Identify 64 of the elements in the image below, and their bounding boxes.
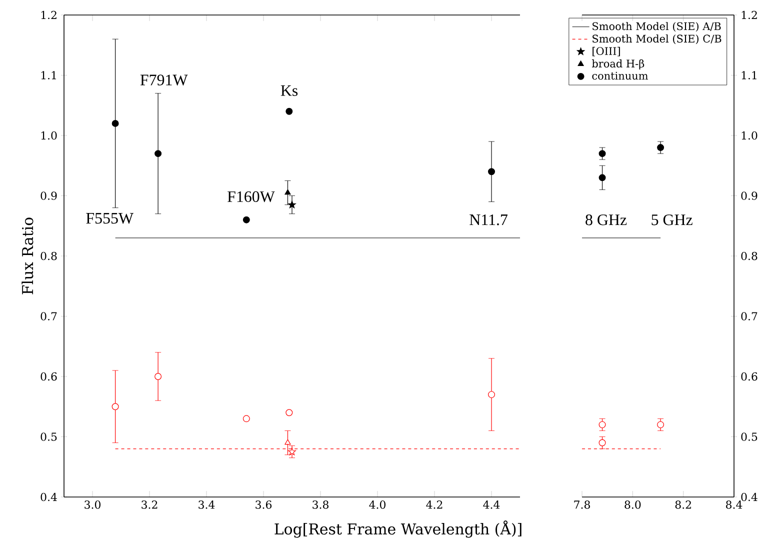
legend-label: broad H-β	[592, 59, 644, 70]
y-tick-label: 0.4	[40, 492, 57, 502]
point	[284, 189, 291, 195]
point	[598, 421, 606, 428]
y-tick-label: 0.5	[40, 432, 57, 441]
y-tick-label: 1.2	[41, 10, 56, 20]
x-tick-label: 4.2	[426, 500, 442, 509]
point	[488, 168, 495, 176]
y-tick-label: 0.7	[741, 312, 758, 320]
y-tick-label: 0.9	[741, 192, 758, 200]
y-tick-label: 1.1	[41, 71, 56, 80]
x-tick-label: 8.0	[624, 500, 641, 509]
y-tick-label: 1.0	[742, 131, 758, 140]
y-tick-label: 0.9	[40, 192, 57, 200]
y-tick-label: 0.8	[40, 252, 57, 260]
x-tick-label: 7.8	[574, 500, 590, 509]
x-tick-label: 3.8	[312, 500, 328, 509]
point	[598, 439, 606, 446]
x-tick-label: 8.4	[726, 500, 742, 509]
point	[598, 174, 606, 182]
y-tick-label: 1.2	[742, 10, 757, 20]
x-tick-label: 8.2	[675, 500, 691, 509]
point	[288, 448, 296, 456]
x-tick-label: 3.4	[198, 500, 215, 509]
x-tick-label: 3.2	[142, 500, 158, 509]
point	[154, 372, 162, 380]
point	[112, 120, 119, 127]
annotation: 5 GHz	[652, 214, 692, 226]
y-tick-label: 0.7	[40, 312, 57, 320]
point	[657, 144, 664, 152]
y-axis-title: Flux Ratio	[22, 218, 34, 294]
legend-label: Smooth Model (SIE) C/B	[592, 34, 722, 44]
y-tick-label: 0.8	[741, 252, 758, 260]
point	[488, 391, 495, 398]
x-tick-label: 4.4	[483, 500, 500, 509]
y-tick-label: 0.6	[40, 372, 57, 381]
annotation: N11.7	[470, 214, 508, 226]
x-tick-label: 4.0	[369, 500, 386, 509]
point	[242, 415, 250, 422]
legend-label: continuum	[592, 72, 648, 80]
x-axis-title: Log[Rest Frame Wavelength (Å)]	[274, 520, 522, 538]
y-tick-label: 1.1	[742, 71, 756, 80]
y-tick-label: 0.4	[741, 492, 758, 502]
point	[288, 200, 296, 208]
y-tick-label: 1.0	[41, 131, 57, 140]
point	[242, 216, 250, 224]
point	[112, 403, 119, 410]
annotation: 8 GHz	[586, 214, 627, 226]
x-tick-label: 3.6	[256, 500, 272, 509]
point	[154, 150, 162, 158]
legend-label: [OIII]	[592, 46, 620, 56]
point	[598, 150, 606, 158]
annotation: F160W	[228, 191, 275, 202]
x-tick-label: 3.0	[84, 500, 100, 509]
point	[657, 421, 664, 428]
y-tick-label: 0.6	[741, 372, 758, 381]
y-tick-label: 0.5	[741, 432, 758, 441]
point	[286, 409, 293, 416]
point	[286, 108, 293, 115]
annotation: F555W	[86, 213, 134, 224]
annotation: F791W	[140, 74, 188, 86]
annotation: Ks	[280, 85, 298, 96]
point	[284, 439, 291, 445]
legend-label: Smooth Model (SIE) A/B	[592, 22, 721, 32]
